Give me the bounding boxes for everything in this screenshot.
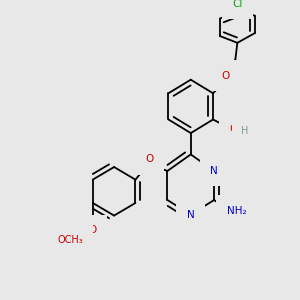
Text: NH₂: NH₂	[226, 206, 246, 216]
Text: O: O	[222, 71, 230, 81]
Text: N: N	[187, 210, 195, 220]
Text: N: N	[210, 166, 218, 176]
Text: OH: OH	[229, 124, 245, 134]
Text: O: O	[88, 225, 97, 235]
Text: O: O	[145, 154, 153, 164]
Text: H: H	[242, 126, 249, 136]
Text: Cl: Cl	[232, 0, 242, 9]
Text: OCH₃: OCH₃	[58, 235, 83, 245]
